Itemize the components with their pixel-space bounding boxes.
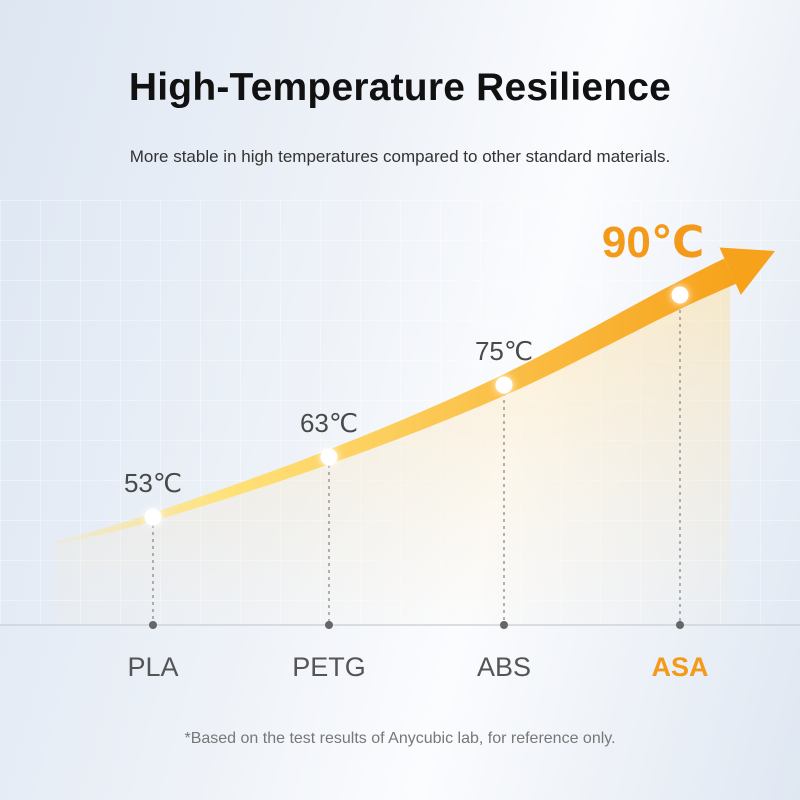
data-point-abs xyxy=(495,376,513,394)
value-label-pla: 53℃ xyxy=(124,468,182,498)
trend-arrow-head xyxy=(719,247,775,295)
category-label-abs: ABS xyxy=(477,652,531,682)
data-point-petg xyxy=(320,448,338,466)
data-point-pla xyxy=(144,508,162,526)
data-point-asa xyxy=(671,286,689,304)
value-label-abs: 75℃ xyxy=(475,336,533,366)
value-label-petg: 63℃ xyxy=(300,408,358,438)
category-label-petg: PETG xyxy=(292,652,366,682)
axis-tick-asa xyxy=(676,621,684,629)
axis-tick-abs xyxy=(500,621,508,629)
axis-tick-pla xyxy=(149,621,157,629)
value-label-asa: 90℃ xyxy=(602,218,704,267)
category-label-pla: PLA xyxy=(127,652,178,682)
category-label-asa: ASA xyxy=(651,652,708,682)
page-title: High-Temperature Resilience xyxy=(128,66,672,109)
page-subtitle: More stable in high temperatures compare… xyxy=(129,147,671,166)
axis-tick-petg xyxy=(325,621,333,629)
temperature-curve xyxy=(54,258,736,544)
footnote: *Based on the test results of Anycubic l… xyxy=(184,730,616,747)
